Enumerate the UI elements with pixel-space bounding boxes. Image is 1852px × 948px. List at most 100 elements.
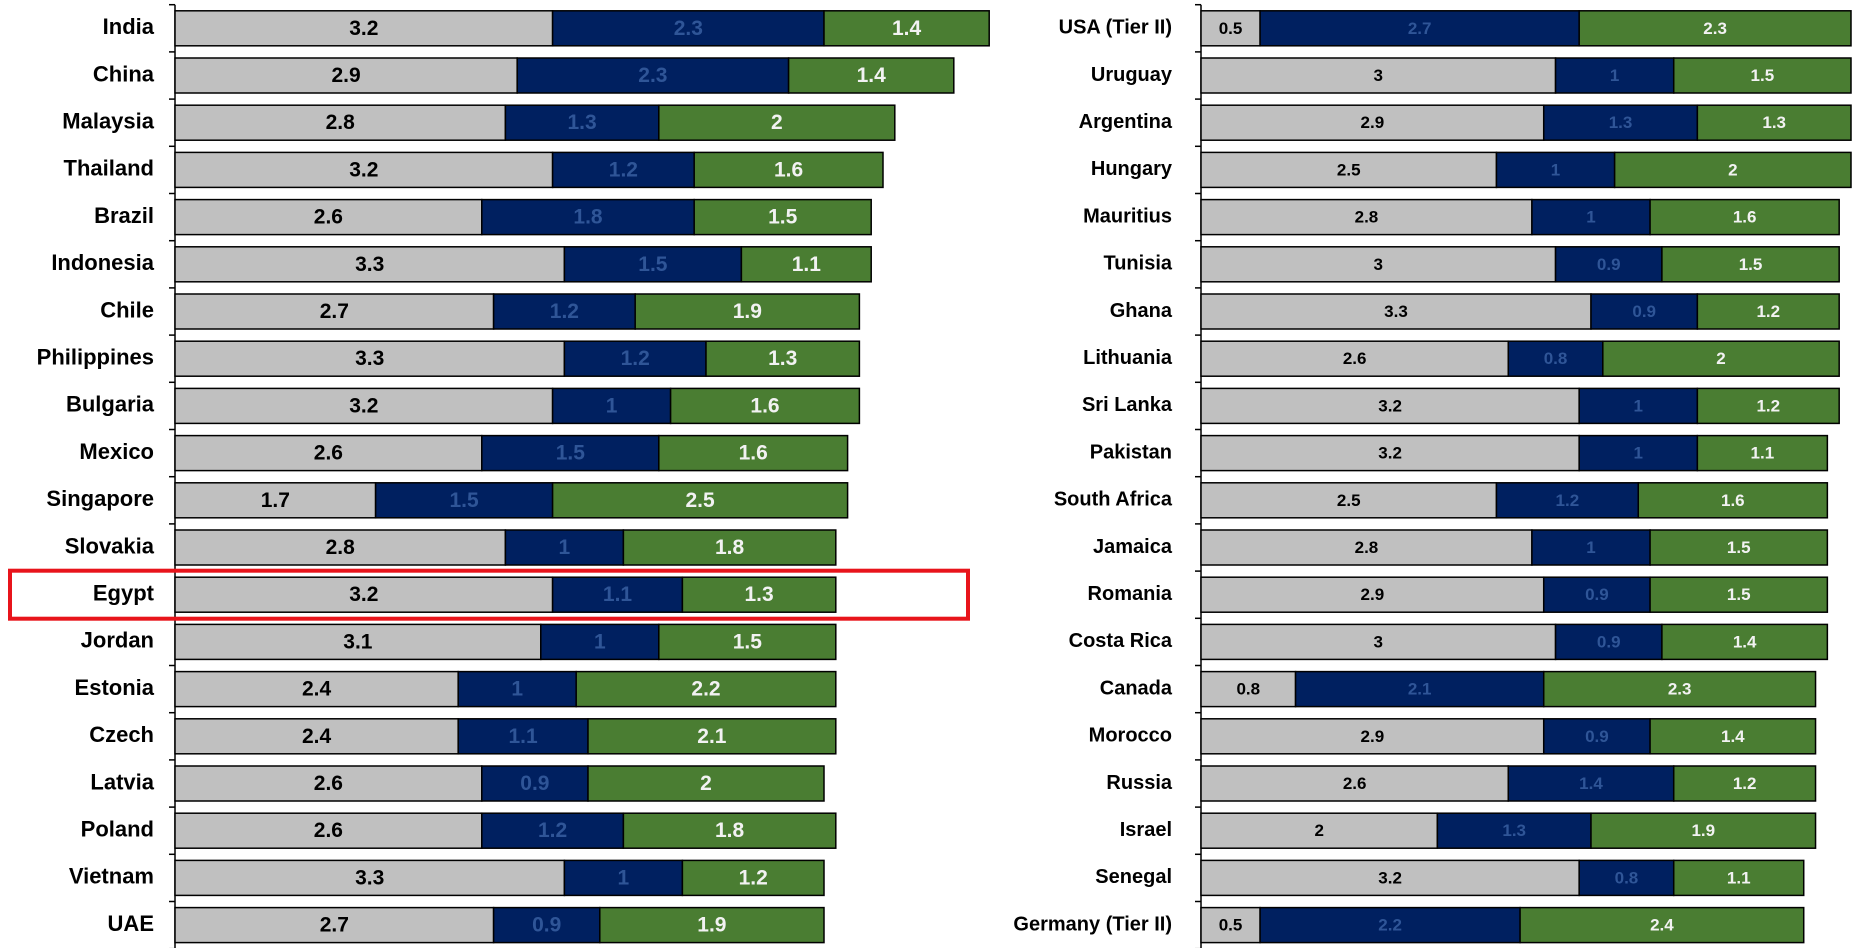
- value-label: 3: [1374, 255, 1383, 274]
- value-label: 2.3: [674, 17, 703, 40]
- value-label: 2.3: [1668, 680, 1692, 699]
- bar-segment: [504, 529, 625, 566]
- bar-segment: [174, 576, 554, 613]
- value-label: 2.8: [326, 111, 356, 134]
- category-label: UAE: [108, 911, 154, 936]
- category-label: Singapore: [46, 486, 154, 511]
- value-label: 1.8: [715, 536, 745, 559]
- bar-segment: [622, 529, 837, 566]
- category-label: Slovakia: [65, 533, 155, 558]
- bar-segment: [1590, 812, 1817, 849]
- value-label: 1: [1634, 396, 1643, 415]
- bar-segment: [174, 246, 566, 283]
- bar-segment: [1200, 104, 1545, 141]
- value-label: 2.4: [1650, 916, 1674, 935]
- category-label: South Africa: [1054, 489, 1173, 511]
- bar-segment: [1531, 198, 1651, 236]
- value-label: 2: [1728, 160, 1737, 179]
- bar-segment: [174, 718, 459, 755]
- bar-segment: [563, 859, 684, 897]
- bar-segment: [1649, 198, 1840, 236]
- value-label: 2.9: [1361, 585, 1385, 604]
- value-label: 0.8: [1615, 868, 1639, 887]
- bar-segment: [1602, 340, 1840, 377]
- value-label: 1.1: [603, 583, 633, 606]
- value-label: 2.9: [331, 64, 360, 87]
- category-label: Thailand: [64, 156, 154, 181]
- bar-segment: [1661, 246, 1840, 283]
- bar-segment: [693, 198, 872, 236]
- bar-segment: [563, 246, 743, 283]
- bar-segment: [1519, 906, 1805, 944]
- bar-segment: [174, 765, 483, 802]
- bar-segment: [634, 293, 861, 330]
- value-label: 1.5: [1751, 66, 1775, 85]
- bar-segment: [481, 198, 695, 236]
- category-label: USA (Tier II): [1059, 17, 1172, 39]
- bar-segment: [1200, 340, 1510, 377]
- value-label: 3.2: [349, 583, 378, 606]
- bar-segment: [492, 293, 636, 330]
- bar-segment: [1200, 434, 1580, 472]
- value-label: 1.2: [550, 300, 579, 323]
- value-label: 1.2: [621, 347, 650, 370]
- bar-segment: [681, 576, 837, 613]
- bar-segment: [575, 670, 837, 708]
- bar-segment: [587, 765, 825, 802]
- bar-segment: [1200, 906, 1261, 944]
- value-label: 1.6: [774, 158, 803, 181]
- value-label: 2: [771, 111, 783, 134]
- value-label: 1.6: [1733, 208, 1757, 227]
- category-label: Tunisia: [1103, 253, 1172, 275]
- bar-segment: [174, 151, 554, 189]
- bar-segment: [1661, 623, 1829, 661]
- bar-segment: [681, 859, 825, 897]
- bar-segment: [1542, 104, 1699, 141]
- bar-segment: [174, 387, 554, 425]
- value-label: 1: [559, 536, 571, 559]
- value-label: 3.3: [355, 866, 384, 889]
- bar-segment: [740, 246, 872, 283]
- bar-segment: [174, 623, 542, 661]
- bar-segment: [551, 387, 672, 425]
- value-label: 1.9: [697, 914, 726, 937]
- value-label: 1.5: [768, 206, 798, 229]
- value-label: 2: [1314, 821, 1323, 840]
- value-label: 1.4: [857, 64, 887, 87]
- category-label: Bulgaria: [66, 392, 155, 417]
- value-label: 0.9: [520, 772, 549, 795]
- value-label: 1.5: [1739, 255, 1763, 274]
- category-label: India: [103, 14, 155, 39]
- bar-segment: [1578, 10, 1852, 47]
- value-label: 1.3: [744, 583, 773, 606]
- bar-segment: [1200, 623, 1557, 661]
- value-label: 0.5: [1219, 19, 1243, 38]
- bar-segment: [457, 718, 589, 755]
- value-label: 3.2: [349, 17, 378, 40]
- value-label: 1.3: [768, 347, 797, 370]
- value-label: 2.3: [1703, 19, 1727, 38]
- bar-segment: [1200, 387, 1580, 425]
- value-label: 2.5: [1337, 491, 1361, 510]
- bar-segment: [174, 340, 566, 377]
- value-label: 2.2: [691, 678, 720, 701]
- bar-segment: [1554, 246, 1663, 283]
- category-label: Poland: [81, 817, 154, 842]
- category-label: Malaysia: [62, 109, 154, 134]
- bar-segment: [1649, 576, 1829, 613]
- bar-segment: [1613, 151, 1852, 189]
- value-label: 0.9: [1585, 727, 1609, 746]
- value-label: 0.9: [1585, 585, 1609, 604]
- bar-segment: [1696, 434, 1829, 472]
- value-label: 1.1: [1751, 444, 1775, 463]
- value-label: 1.2: [739, 866, 768, 889]
- value-label: 2.6: [314, 772, 343, 795]
- value-label: 1.6: [750, 394, 779, 417]
- bar-segment: [1495, 151, 1616, 189]
- value-label: 1.4: [892, 17, 922, 40]
- value-label: 1: [1634, 444, 1643, 463]
- category-label: Sri Lanka: [1082, 394, 1173, 416]
- value-label: 1: [1586, 208, 1595, 227]
- value-label: 2.6: [314, 442, 343, 465]
- bar-segment: [658, 434, 849, 472]
